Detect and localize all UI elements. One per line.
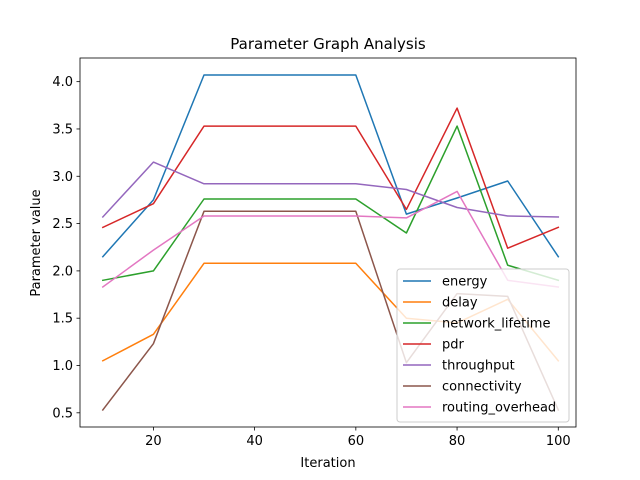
series-line-energy <box>101 74 560 258</box>
x-tick-label: 80 <box>449 434 466 449</box>
plot-area: 20 40 60 80 100 0.5 1.0 1.5 2.0 2.5 3.0 3.5 4.0 energ… <box>52 57 577 449</box>
x-tick-label: 60 <box>348 434 365 449</box>
plot-frame <box>79 57 577 428</box>
legend-box <box>396 268 570 423</box>
x-axis-label: Iteration <box>300 456 355 471</box>
x-tick-label: 40 <box>246 434 263 449</box>
y-tick-label: 3.0 <box>52 170 73 185</box>
legend-label: energy <box>442 275 488 290</box>
y-tick-label: 1.0 <box>52 359 73 374</box>
legend-label: routing_overhead <box>442 401 556 416</box>
legend-label: delay <box>442 296 478 311</box>
series-line-pdr <box>101 107 560 249</box>
legend-label: pdr <box>442 338 465 353</box>
y-tick-label: 0.5 <box>52 406 73 421</box>
legend-label: network_lifetime <box>442 317 550 332</box>
y-tick-label: 1.5 <box>52 312 73 327</box>
y-tick-label: 3.5 <box>52 122 73 137</box>
x-tick-label: 100 <box>546 434 571 449</box>
series-line-network-lifetime <box>101 125 560 282</box>
y-tick-label: 4.0 <box>52 75 73 90</box>
legend-label: connectivity <box>442 380 522 395</box>
y-tick-label: 2.5 <box>52 217 73 232</box>
series-line-throughput <box>101 161 560 219</box>
legend-label: throughput <box>442 359 515 374</box>
y-axis-label: Parameter value <box>29 189 44 296</box>
chart-title: Parameter Graph Analysis <box>230 35 426 53</box>
x-tick-label: 20 <box>145 434 162 449</box>
y-tick-label: 2.0 <box>52 264 73 279</box>
series-line-routing-overhead <box>101 190 560 289</box>
